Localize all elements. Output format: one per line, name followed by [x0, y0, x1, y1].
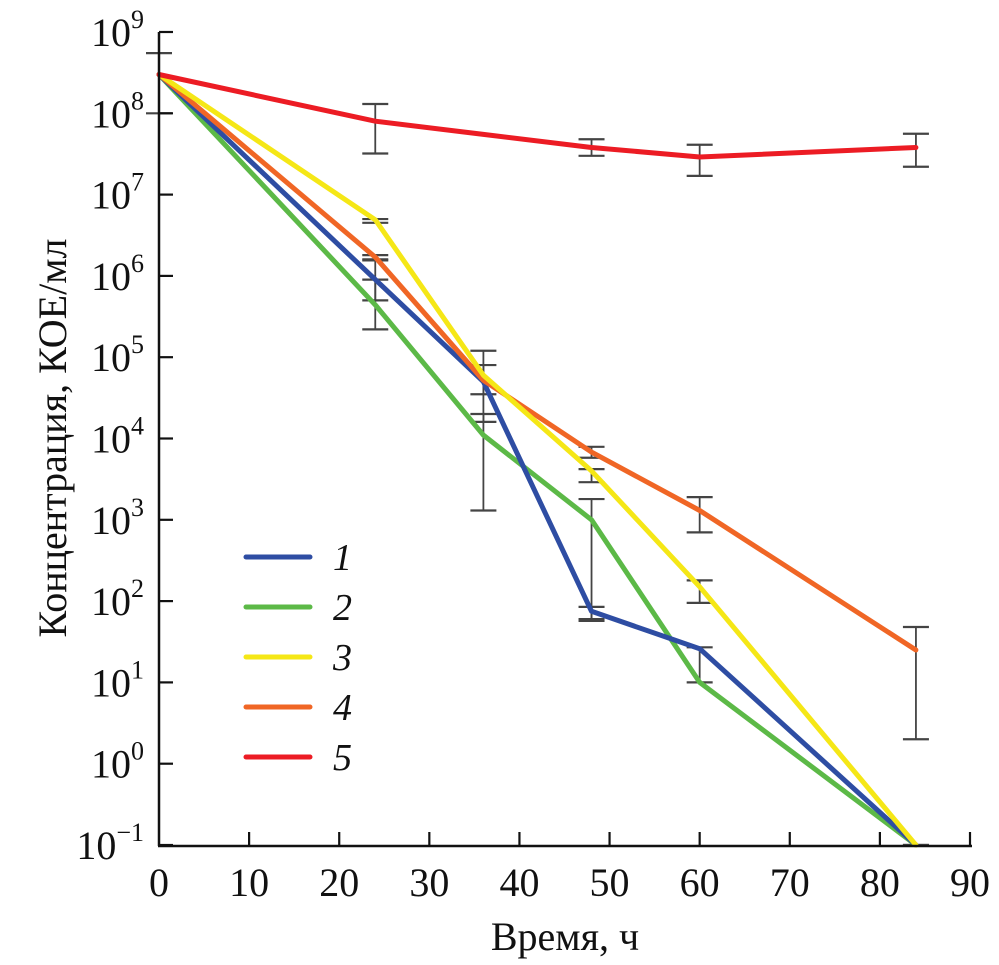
- y-tick-base: 10: [91, 742, 131, 787]
- series-line-2: [156, 72, 919, 848]
- error-bar: [362, 102, 389, 155]
- legend-label: 5: [333, 737, 352, 779]
- x-tick-label: 80: [860, 860, 900, 905]
- y-tick-base: 10: [91, 498, 131, 543]
- x-tick-label: 20: [319, 860, 359, 905]
- x-tick-label: 60: [680, 860, 720, 905]
- error-bar: [902, 625, 929, 741]
- y-tick-base: 10: [91, 91, 131, 136]
- legend-label: 1: [333, 537, 352, 579]
- y-tick-exponent: 4: [131, 412, 144, 441]
- legend-item: 4: [243, 687, 352, 729]
- x-axis-title: Время, ч: [491, 914, 639, 959]
- y-tick-label: 10−1: [76, 818, 144, 868]
- x-tick-label: 50: [590, 860, 630, 905]
- legend-item: 5: [243, 737, 352, 779]
- y-tick-label: 108: [91, 86, 144, 136]
- series-line-4: [156, 72, 919, 653]
- y-tick-exponent: 8: [131, 86, 144, 115]
- x-tick-label: 10: [229, 860, 269, 905]
- series-lines: [156, 72, 919, 848]
- y-tick-exponent: −1: [116, 818, 144, 847]
- legend: 1 2 3 4 5: [243, 537, 352, 779]
- legend-item: 1: [243, 537, 352, 579]
- error-bar: [686, 143, 713, 177]
- y-tick-exponent: 6: [131, 249, 144, 278]
- y-tick-base: 10: [91, 10, 131, 55]
- y-tick-exponent: 5: [131, 330, 144, 359]
- y-tick-base: 10: [76, 823, 116, 868]
- y-tick-label: 104: [91, 412, 144, 462]
- legend-label: 2: [333, 587, 352, 629]
- y-tick-base: 10: [91, 254, 131, 299]
- series-line-5: [156, 72, 919, 160]
- y-tick-label: 109: [91, 5, 144, 55]
- legend-item: 3: [243, 637, 352, 679]
- x-ticks: 0 10 20 30 40 50 60 70 80 90: [149, 832, 990, 905]
- y-tick-exponent: 1: [131, 655, 144, 684]
- y-tick-label: 102: [91, 574, 144, 624]
- legend-label: 4: [333, 687, 352, 729]
- y-tick-exponent: 7: [131, 168, 144, 197]
- y-tick-exponent: 9: [131, 5, 144, 34]
- y-tick-exponent: 0: [131, 737, 144, 766]
- x-tick-label: 30: [409, 860, 449, 905]
- y-tick-base: 10: [91, 579, 131, 624]
- x-tick-label: 90: [950, 860, 990, 905]
- y-tick-base: 10: [91, 417, 131, 462]
- series-line-1: [156, 72, 919, 848]
- x-tick-label: 70: [770, 860, 810, 905]
- error-bar: [686, 496, 713, 534]
- y-tick-label: 106: [91, 249, 144, 299]
- y-tick-label: 103: [91, 493, 144, 543]
- y-tick-base: 10: [91, 173, 131, 218]
- legend-item: 2: [243, 587, 352, 629]
- y-tick-label: 107: [91, 168, 144, 218]
- y-tick-label: 100: [91, 737, 144, 787]
- y-tick-base: 10: [91, 335, 131, 380]
- series-line-3: [156, 72, 919, 848]
- y-tick-exponent: 3: [131, 493, 144, 522]
- legend-label: 3: [332, 637, 352, 679]
- error-bar: [902, 132, 929, 168]
- y-tick-base: 10: [91, 660, 131, 705]
- x-tick-label: 40: [499, 860, 539, 905]
- x-tick-label: 0: [149, 860, 169, 905]
- y-tick-label: 105: [91, 330, 144, 380]
- y-tick-label: 101: [91, 655, 144, 705]
- y-tick-exponent: 2: [131, 574, 144, 603]
- y-axis-title: Концентрация, КОЕ/мл: [30, 238, 75, 637]
